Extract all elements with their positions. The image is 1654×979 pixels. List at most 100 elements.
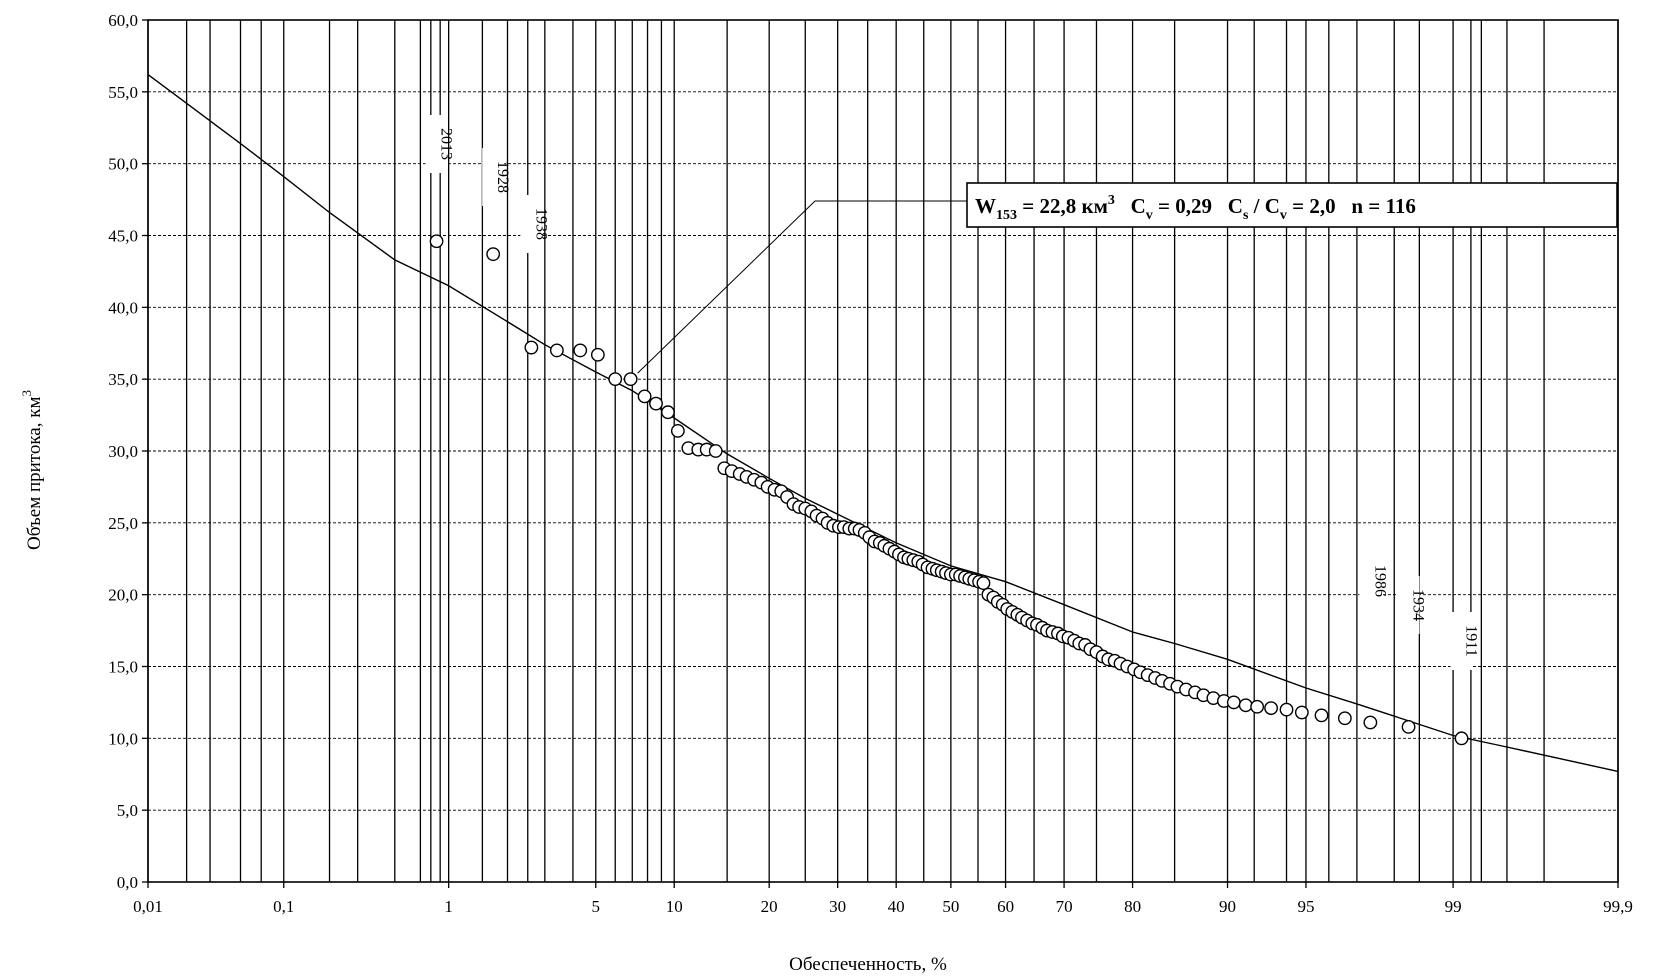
data-point: [1363, 715, 1378, 730]
data-point: [1337, 711, 1352, 726]
x-axis-ticks: 0,01 0,1 1 5 10 20 30 40 50 60 70 80 90 95 99 99,9: [133, 882, 1633, 916]
year-label-text: 2013: [438, 128, 455, 160]
parameter-annotation: W153 = 22,8 км3 Cv = 0,29 Cs / Cv = 2,0 …: [637, 182, 1618, 374]
x-tick-label: 99: [1445, 897, 1462, 916]
x-tick-label: 0,01: [133, 897, 163, 916]
y-tick-label: 10,0: [108, 729, 138, 748]
data-point: [976, 576, 991, 591]
annotation-part: = 22,8 км: [1017, 194, 1108, 218]
y-axis-title-group: Объем притока, км3: [19, 390, 45, 550]
x-tick-label: 70: [1056, 897, 1073, 916]
data-point: [1294, 705, 1309, 720]
annotation-part: 153: [996, 208, 1017, 223]
data-points: [429, 234, 1469, 746]
year-label: 1928: [482, 148, 511, 206]
year-label: 1938: [520, 195, 549, 253]
y-axis-title: Объем притока, км3: [19, 390, 45, 550]
y-tick-label: 15,0: [108, 658, 138, 677]
year-label-text: 1934: [1410, 589, 1427, 621]
data-point: [1401, 719, 1416, 734]
y-tick-label: 0,0: [117, 873, 138, 892]
leader-line: [637, 200, 967, 374]
data-point: [608, 372, 623, 387]
x-tick-label: 50: [942, 897, 959, 916]
annotation-part: v: [1280, 208, 1287, 223]
year-labels: 2013 1928 1938 1986 1934 1911: [425, 115, 1480, 670]
year-label-bg: [1450, 612, 1473, 670]
annotation-part: [1336, 194, 1352, 218]
x-axis-title: Обеспеченность, %: [789, 954, 947, 975]
x-tick-label: 0,1: [273, 897, 294, 916]
annotation-text: W153 = 22,8 км3 Cv = 0,29 Cs / Cv = 2,0 …: [975, 193, 1416, 223]
data-point: [573, 343, 588, 358]
year-label-bg: [1397, 576, 1420, 634]
year-label-bg: [425, 115, 448, 173]
data-point: [549, 343, 564, 358]
data-point: [1226, 695, 1241, 710]
grid: [147, 19, 1619, 883]
y-tick-label: 60,0: [108, 11, 138, 30]
y-axis-ticks: 0,0 5,0 10,0 15,0 20,0 25,0 30,0 35,0 40,0 45,0 50…: [108, 11, 148, 892]
y-tick-label: 55,0: [108, 83, 138, 102]
x-tick-label: 30: [829, 897, 846, 916]
data-point: [1314, 708, 1329, 723]
data-point: [661, 405, 675, 420]
annotation-part: 3: [1108, 193, 1115, 208]
year-label-text: 1986: [1371, 565, 1388, 597]
x-tick-label: 10: [666, 897, 683, 916]
annotation-part: / C: [1248, 194, 1280, 218]
annotation-part: C: [1131, 194, 1146, 218]
x-tick-label: 99,9: [1603, 897, 1633, 916]
y-tick-label: 25,0: [108, 514, 138, 533]
annotation-part: = 2,0: [1287, 194, 1336, 218]
x-tick-label: 40: [888, 897, 905, 916]
annotation-part: [1115, 194, 1131, 218]
y-tick-label: 40,0: [108, 298, 138, 317]
x-tick-label: 80: [1124, 897, 1141, 916]
x-tick-label: 95: [1297, 897, 1314, 916]
data-point: [1279, 702, 1294, 717]
annotation-box: [966, 182, 1618, 228]
data-point: [1454, 731, 1469, 746]
year-label-bg: [1359, 552, 1382, 610]
x-tick-label: 90: [1219, 897, 1236, 916]
year-label: 1986: [1359, 552, 1388, 610]
year-label-text: 1911: [1463, 625, 1480, 656]
year-label-text: 1938: [532, 208, 549, 240]
data-point: [637, 389, 652, 404]
year-label: 1934: [1397, 576, 1427, 634]
data-point: [1238, 698, 1253, 713]
y-tick-label: 45,0: [108, 227, 138, 246]
data-point: [708, 444, 723, 458]
x-tick-label: 5: [592, 897, 601, 916]
y-axis-title-text: Объем притока, км: [24, 397, 45, 550]
data-point: [649, 396, 663, 411]
data-point: [1250, 699, 1265, 714]
y-axis-title-sup: 3: [19, 390, 34, 397]
annotation-part: s: [1243, 208, 1249, 223]
annotation-part: v: [1146, 208, 1153, 223]
annotation-part: C: [1228, 194, 1243, 218]
year-label-bg: [482, 148, 505, 206]
x-tick-label: 20: [761, 897, 778, 916]
y-tick-label: 5,0: [117, 801, 138, 820]
x-tick-label: 60: [997, 897, 1014, 916]
data-point: [486, 247, 501, 262]
data-point: [524, 340, 539, 355]
y-tick-label: 30,0: [108, 442, 138, 461]
year-label-text: 1928: [494, 161, 511, 193]
data-point: [429, 234, 444, 249]
data-point: [670, 423, 685, 438]
data-point: [1264, 701, 1278, 716]
annotation-part: n = 116: [1351, 194, 1416, 218]
data-point: [623, 372, 638, 387]
annotation-part: W: [975, 194, 996, 218]
y-tick-label: 50,0: [108, 155, 138, 174]
data-point: [590, 347, 605, 362]
year-label: 1911: [1450, 612, 1480, 670]
x-tick-label: 1: [444, 897, 453, 916]
y-tick-label: 20,0: [108, 586, 138, 605]
y-tick-label: 35,0: [108, 370, 138, 389]
year-label-bg: [520, 195, 543, 253]
